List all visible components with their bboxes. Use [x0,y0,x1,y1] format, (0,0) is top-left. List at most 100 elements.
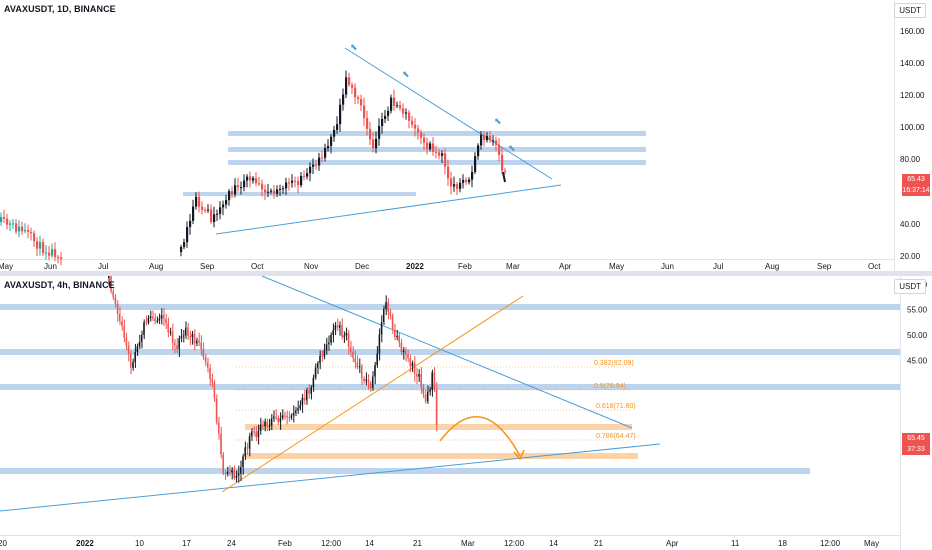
fourhour-candle [427,391,429,402]
fourhour-candle [266,421,268,427]
fourhour-candle [112,291,114,298]
fourhour-candle [108,276,110,278]
daily-candle [237,185,240,188]
daily-candle [321,157,324,159]
daily-candle [24,230,27,232]
fourhour-candle [127,345,130,354]
fourhour-projection-arrow [439,416,521,457]
daily-candle [294,180,297,182]
fourhour-candle [411,362,414,367]
fourhour-candle [297,408,299,411]
daily-candle [255,178,258,184]
daily-support-zone [183,192,416,196]
fourhour-candle [176,345,178,350]
fourhour-candle [226,471,229,475]
daily-time-tick: Nov [304,262,318,271]
fourhour-candle [402,350,405,353]
fourhour-candle [409,358,411,367]
fourhour-candle [383,308,385,323]
daily-candle [486,136,489,140]
fourhour-projection-arrowhead [513,449,525,461]
fourhour-candle [341,325,343,337]
daily-candle [246,176,249,181]
fourhour-chart-pane[interactable]: 95.0090.0085.0080.0075.0070.0065.0060.00… [0,276,932,550]
fourhour-ascending-trendline [0,443,661,512]
fourhour-candle [433,372,436,390]
fourhour-candle [308,389,310,394]
daily-candle [465,179,468,183]
daily-candle [462,179,465,183]
fourhour-resistance-zone [0,304,900,310]
daily-candle [501,154,504,171]
daily-candle [249,176,252,181]
fourhour-candle [279,417,282,423]
fourhour-candle [130,353,132,368]
fourhour-candle [163,315,165,319]
daily-candle [306,173,309,177]
daily-candle [504,170,507,172]
daily-touch-marker: ⬉ [508,143,516,153]
fourhour-time-tick: 14 [365,539,374,548]
daily-touch-marker: ⬉ [350,42,358,52]
fourhour-candle [204,357,207,363]
daily-chart-pane[interactable]: 160.00 140.00 120.00 100.00 80.00 40.00 20.00 M… [0,0,932,272]
daily-candle [348,77,351,85]
fourhour-currency-button[interactable]: USDT [894,279,926,294]
daily-candle [285,182,288,189]
daily-candle [372,139,375,149]
fourhour-candle [385,302,387,309]
daily-candle [297,181,300,186]
fourhour-candle [198,340,200,343]
daily-candle [432,143,435,152]
daily-candle [243,180,246,188]
fourhour-time-tick: 10 [135,539,144,548]
fourhour-candle [352,351,354,358]
fourhour-candle [149,316,152,319]
fourhour-candle [268,425,271,427]
daily-candle [414,124,417,129]
daily-currency-button[interactable]: USDT [894,3,926,18]
daily-chart-canvas[interactable]: 160.00 140.00 120.00 100.00 80.00 40.00 20.00 M… [0,0,932,272]
pane-divider[interactable] [0,271,932,276]
daily-candle [333,129,336,137]
fourhour-candle [152,316,154,319]
fourhour-time-tick: 21 [594,539,603,548]
daily-candle [342,94,345,105]
fourhour-candle [299,405,301,409]
daily-candle [489,136,492,141]
daily-candle [39,242,42,249]
daily-price-tick: 20.00 [900,252,921,261]
daily-price-tick: 80.00 [900,155,921,164]
fourhour-candle [220,433,222,455]
fourhour-fib-label: 0.382(82.09) [594,360,634,367]
fourhour-candle [180,336,183,339]
fourhour-candle [347,332,350,348]
daily-candle [381,119,384,127]
fourhour-candle [416,373,418,377]
fourhour-countdown-tag: 37:33 [902,444,930,455]
fourhour-candle [413,362,416,374]
fourhour-time-tick: 17 [182,539,191,548]
fourhour-candle [147,318,150,323]
daily-time-tick: Jun [44,262,57,271]
daily-candle [327,145,330,149]
daily-candle [303,175,306,177]
fourhour-candle [233,470,235,479]
fourhour-candle [182,335,185,337]
fourhour-candle [224,473,227,475]
fourhour-candle [396,335,398,338]
daily-time-tick: Sep [817,262,832,271]
daily-time-tick: Dec [355,262,369,271]
fourhour-time-tick: 2022 [76,539,94,548]
daily-candle [33,233,36,242]
daily-price-tag: 65.43 [902,174,930,185]
daily-candle [318,157,321,166]
daily-price-tick: 160.00 [900,27,925,36]
daily-candle [210,209,213,223]
fourhour-candle [143,322,145,335]
daily-support-zone [228,131,646,136]
fourhour-candle [339,325,341,328]
fourhour-candle [281,415,284,418]
daily-countdown-tag: 16:37:14 [902,185,930,196]
fourhour-chart-canvas[interactable]: 95.0090.0085.0080.0075.0070.0065.0060.00… [0,276,932,550]
